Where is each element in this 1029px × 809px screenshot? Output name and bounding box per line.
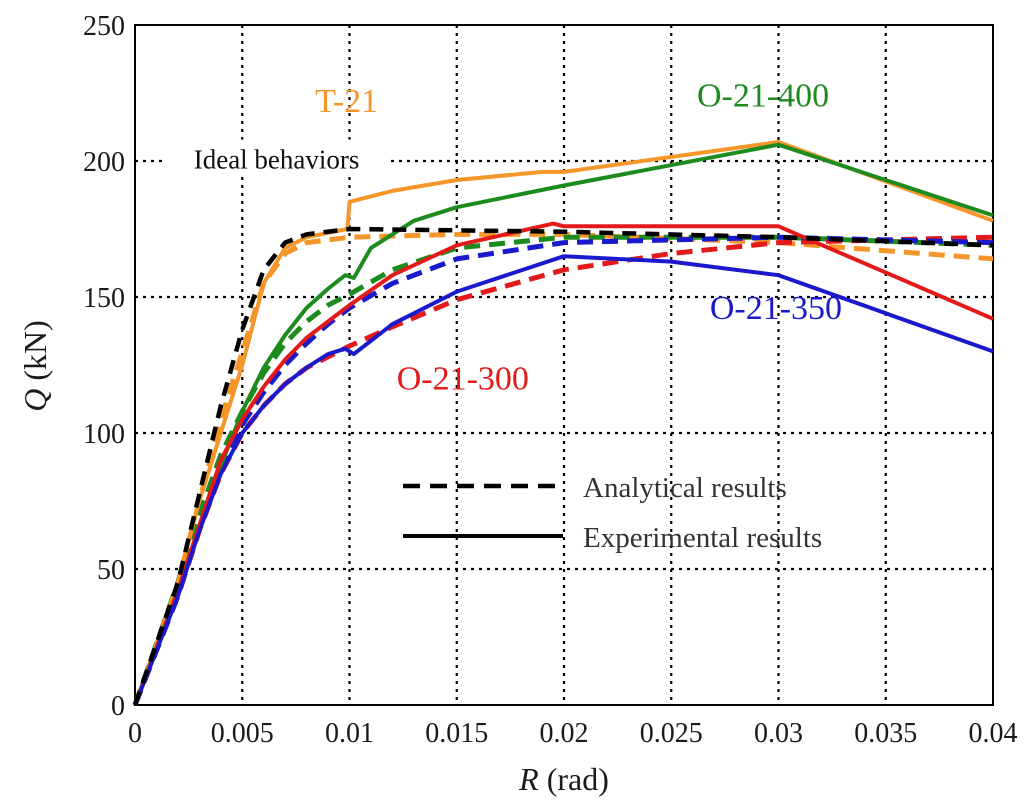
- grid-lines: [135, 25, 993, 705]
- annotation-backdrop-0: [162, 139, 391, 176]
- y-axis-label: Q(kN): [17, 320, 53, 412]
- x-tick-label-7: 0.035: [854, 718, 917, 749]
- x-axis-label: R (rad): [518, 761, 609, 797]
- x-tick-label-4: 0.02: [540, 718, 589, 749]
- series-labels: T-21 O-21-400 O-21-350 O-21-300: [315, 78, 842, 398]
- x-tick-label-6: 0.03: [754, 718, 803, 749]
- y-tick-label-0: 0: [111, 691, 125, 722]
- x-tick-label-3: 0.015: [425, 718, 488, 749]
- annotation-ideal-behaviors: Ideal behaviors: [194, 145, 360, 175]
- x-tick-label-2: 0.01: [325, 718, 374, 749]
- x-tick-label-0: 0: [128, 718, 142, 749]
- ideal-curve: [132, 226, 994, 706]
- series-label-o-21-350: O-21-350: [710, 290, 842, 327]
- series-label-o-21-300: O-21-300: [397, 360, 529, 397]
- x-tick-label-1: 0.005: [211, 718, 274, 749]
- x-tick-label-8: 0.04: [969, 718, 1018, 749]
- legend: Analytical results Experimental results: [403, 472, 822, 554]
- plot-frame: [134, 24, 994, 706]
- series-label-o-21-400: O-21-400: [697, 78, 829, 115]
- annotations: Ideal behaviors: [162, 139, 391, 176]
- y-tick-labels: 0 50 100 150 200 250: [83, 11, 125, 722]
- x-tick-labels: 0 0.005 0.01 0.015 0.02 0.025 0.03 0.035 0.04: [128, 718, 1018, 749]
- y-tick-label-2: 100: [83, 419, 125, 450]
- y-tick-label-1: 50: [97, 555, 125, 586]
- ideal-behavior-line: [132, 226, 994, 706]
- series-o-21-400-analytical-line: [132, 234, 994, 706]
- legend-analytical-label: Analytical results: [583, 472, 787, 504]
- y-tick-label-5: 250: [83, 11, 125, 42]
- x-tick-label-5: 0.025: [640, 718, 703, 749]
- series-label-t-21: T-21: [315, 83, 378, 120]
- series-o-21-300-experimental-line: [133, 221, 994, 706]
- legend-experimental-label: Experimental results: [583, 522, 822, 554]
- y-tick-label-3: 150: [83, 283, 125, 314]
- series-o-21-350-experimental-line: [133, 254, 994, 706]
- y-tick-label-4: 200: [83, 147, 125, 178]
